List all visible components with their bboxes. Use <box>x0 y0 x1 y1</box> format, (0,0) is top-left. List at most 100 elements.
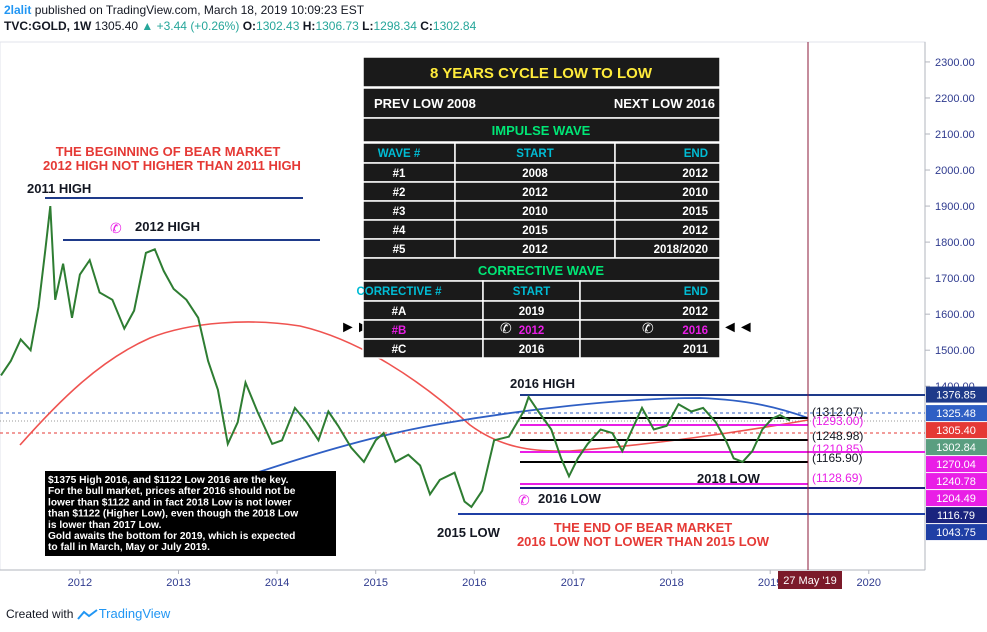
price-mark-label: 1116.79 <box>937 510 975 522</box>
table-cell <box>362 87 721 119</box>
header-line: TVC:GOLD, 1W 1305.40 ▲ +3.44 (+0.26%) O:… <box>4 18 476 34</box>
table-title: 8 YEARS CYCLE LOW TO LOW <box>430 65 653 82</box>
note-line: Gold awaits the bottom for 2019, which i… <box>48 531 295 542</box>
change: ▲ +3.44 (+0.26%) <box>141 19 240 33</box>
ohlc-value: 1302.43 <box>256 19 300 33</box>
y-tick-label: 1800.00 <box>935 237 975 249</box>
table-text: 2016 <box>519 344 545 356</box>
y-tick-label: 1700.00 <box>935 273 975 285</box>
table-text: 2012 <box>682 225 708 237</box>
x-tick-label: 2014 <box>265 577 289 589</box>
headline: 2016 LOW NOT LOWER THAN 2015 LOW <box>517 534 770 549</box>
note-line: to fall in March, May or July 2019. <box>48 542 210 553</box>
price-mark-label: 1325.48 <box>936 408 976 420</box>
price-mark <box>926 439 987 456</box>
table-text: START <box>516 148 553 160</box>
annotation: 2016 LOW <box>538 491 602 506</box>
table-text: #1 <box>393 168 406 180</box>
y-tick-label: 2200.00 <box>935 93 975 105</box>
section-title: IMPULSE WAVE <box>492 123 591 138</box>
y-tick-label: 2000.00 <box>935 165 975 177</box>
x-tick-label: 2013 <box>166 577 190 589</box>
date-box <box>778 571 842 589</box>
price-line <box>0 205 791 509</box>
table-cell <box>579 338 721 359</box>
phone-icon: ✆ <box>642 320 654 336</box>
section-title: CORRECTIVE WAVE <box>478 263 604 278</box>
price-mark <box>926 405 987 422</box>
y-tick-label: 1900.00 <box>935 201 975 213</box>
table-cell <box>362 300 484 321</box>
table-text: NEXT LOW 2016 <box>614 96 715 111</box>
price-mark <box>926 386 987 403</box>
table-text: 2015 <box>522 225 548 237</box>
table-text: #5 <box>393 244 406 256</box>
ohlc-value: 1306.73 <box>315 19 359 33</box>
x-tick-label: 2016 <box>462 577 486 589</box>
ohlc-value: 1302.84 <box>432 19 477 33</box>
ohlc-key: C: <box>420 19 433 33</box>
price-mark-label: 1043.75 <box>936 527 976 539</box>
table-text: 2012 <box>519 325 545 337</box>
table-text: #A <box>392 306 407 318</box>
price-mark <box>926 456 987 473</box>
x-tick-label: 2019 <box>758 577 782 589</box>
table-cell <box>362 56 721 88</box>
table-text: CORRECTIVE # <box>357 286 443 298</box>
published: published on TradingView.com, March 18, … <box>34 3 365 17</box>
headline: THE END OF BEAR MARKET <box>554 520 732 535</box>
price-mark <box>926 473 987 490</box>
x-tick-label: 2020 <box>857 577 881 589</box>
table-text: 2012 <box>682 306 708 318</box>
y-tick-label: 1600.00 <box>935 309 975 321</box>
annotation: 2018 LOW <box>697 471 761 486</box>
created: Created with <box>6 607 74 621</box>
x-tick-label: 2012 <box>68 577 92 589</box>
table-text: #4 <box>393 225 406 237</box>
annotation: 2012 HIGH <box>135 219 200 234</box>
ohlc-key: O: <box>242 19 257 33</box>
x-tick-label: 2015 <box>363 577 387 589</box>
table-text: START <box>513 286 550 298</box>
table-text: 2012 <box>522 244 548 256</box>
level-label: (1312.07) <box>812 405 863 419</box>
note-line: is lower than 2017 Low. <box>48 520 162 531</box>
table-text: 2010 <box>522 206 548 218</box>
ohlc-value: 1298.34 <box>373 19 417 33</box>
table-cell <box>362 162 456 183</box>
author: 2lalit <box>4 3 32 17</box>
annotation: 2015 LOW <box>437 525 501 540</box>
level-label: (1293.00) <box>812 414 863 428</box>
table-cell <box>362 200 456 221</box>
table-cell <box>362 219 456 240</box>
table-text: 2012 <box>682 168 708 180</box>
note-box <box>45 471 336 556</box>
phone-icon: ✆ <box>110 220 122 236</box>
table-text: 2016 <box>682 325 708 337</box>
price-mark-label: 1376.85 <box>936 390 976 402</box>
annotation: 2016 HIGH <box>510 376 575 391</box>
table-text: PREV LOW 2008 <box>374 96 476 111</box>
table-text: WAVE # <box>378 148 421 160</box>
table-text: #3 <box>393 206 406 218</box>
table-cell <box>362 319 484 340</box>
note-line: $1375 High 2016, and $1122 Low 2016 are … <box>48 475 289 486</box>
table-text: 2018/2020 <box>654 244 708 256</box>
headline: 2012 HIGH NOT HIGHER THAN 2011 HIGH <box>43 158 301 173</box>
y-tick-label: 2100.00 <box>935 129 975 141</box>
last: 1305.40 <box>94 19 139 33</box>
brand: TradingView <box>98 606 171 621</box>
annotation: 2011 HIGH <box>27 181 91 196</box>
moving-average <box>19 321 809 452</box>
table-text: 2015 <box>682 206 708 218</box>
y-tick-label: 1500.00 <box>935 345 975 357</box>
symbol: TVC:GOLD, 1W <box>4 19 92 33</box>
header-line: 2lalit published on TradingView.com, Mar… <box>4 2 476 18</box>
table-text: END <box>684 286 708 298</box>
note-line: than $1122 (Higher Low), even though the… <box>48 509 298 520</box>
table-text: 2010 <box>682 187 708 199</box>
price-mark-label: 1302.84 <box>936 442 976 454</box>
note-line: lower than $1122 and in fact 2018 Low is… <box>48 497 291 508</box>
price-mark <box>926 507 987 524</box>
